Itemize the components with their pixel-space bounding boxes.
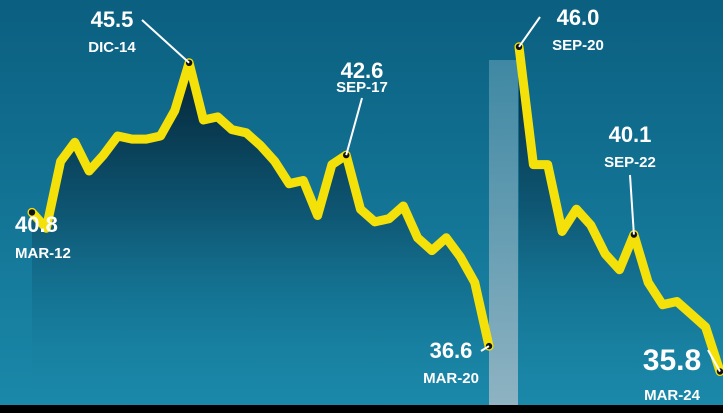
annotation-value-label: 46.0 bbox=[557, 5, 600, 30]
data-point bbox=[532, 163, 535, 166]
data-point bbox=[87, 169, 91, 173]
annotation-date-label: SEP-17 bbox=[336, 79, 388, 96]
series-area-1 bbox=[32, 62, 489, 406]
annotation-leader bbox=[707, 349, 721, 372]
annotation-date-label: SEP-22 bbox=[604, 154, 656, 171]
annotation-value-label: 40.1 bbox=[609, 122, 652, 147]
annotation-leader bbox=[141, 19, 190, 64]
data-point bbox=[387, 217, 391, 220]
annotation-leader bbox=[518, 16, 541, 48]
annotation-leader bbox=[480, 345, 490, 352]
data-point bbox=[603, 252, 607, 255]
data-point bbox=[473, 281, 476, 284]
annotation-date-label: SEP-20 bbox=[552, 37, 604, 54]
data-point bbox=[73, 141, 77, 144]
annotation-value-label: 35.8 bbox=[643, 344, 701, 377]
data-point bbox=[402, 204, 405, 208]
annotation-leader bbox=[629, 174, 635, 235]
data-point bbox=[173, 109, 176, 112]
gap-band bbox=[489, 60, 518, 405]
data-point bbox=[216, 115, 219, 119]
data-point bbox=[302, 179, 305, 182]
data-point bbox=[202, 118, 205, 122]
data-point bbox=[245, 131, 248, 134]
data-point bbox=[459, 255, 462, 259]
data-point bbox=[690, 313, 693, 316]
data-point bbox=[618, 268, 621, 271]
data-point bbox=[589, 223, 592, 227]
data-point bbox=[102, 153, 105, 157]
annotation-date-label: MAR-12 bbox=[15, 245, 71, 262]
annotation-value-label: 40.8 bbox=[15, 212, 58, 237]
annotation-date-label: DIC-14 bbox=[88, 39, 136, 56]
data-point bbox=[259, 144, 262, 147]
data-point bbox=[130, 137, 134, 141]
data-point bbox=[647, 281, 650, 284]
data-point bbox=[416, 236, 419, 239]
data-point bbox=[330, 163, 334, 166]
data-point bbox=[560, 230, 564, 233]
annotation-date-label: MAR-20 bbox=[423, 370, 479, 387]
annotation-date-label: MAR-24 bbox=[644, 387, 700, 404]
data-point bbox=[675, 300, 679, 303]
data-point bbox=[287, 182, 291, 185]
data-point bbox=[359, 208, 362, 211]
data-point bbox=[273, 160, 276, 163]
annotation-value-label: 42.6 bbox=[341, 58, 384, 83]
annotation-marker bbox=[28, 209, 36, 216]
data-point bbox=[116, 134, 119, 138]
data-point bbox=[373, 220, 376, 224]
annotation-leader bbox=[345, 97, 363, 156]
data-point bbox=[575, 208, 578, 211]
data-point bbox=[230, 128, 234, 131]
data-point bbox=[546, 163, 549, 166]
annotation-value-label: 36.6 bbox=[430, 338, 473, 363]
data-point bbox=[316, 214, 319, 217]
data-point bbox=[159, 134, 162, 138]
data-point bbox=[661, 303, 664, 306]
series-area-2 bbox=[519, 46, 720, 406]
data-point bbox=[59, 160, 62, 163]
annotation-value-label: 45.5 bbox=[91, 7, 134, 32]
data-point bbox=[704, 325, 707, 329]
data-point bbox=[45, 227, 48, 230]
data-point bbox=[445, 236, 448, 239]
baseline-bar bbox=[0, 405, 723, 413]
data-point bbox=[145, 137, 148, 141]
data-point bbox=[430, 249, 434, 252]
